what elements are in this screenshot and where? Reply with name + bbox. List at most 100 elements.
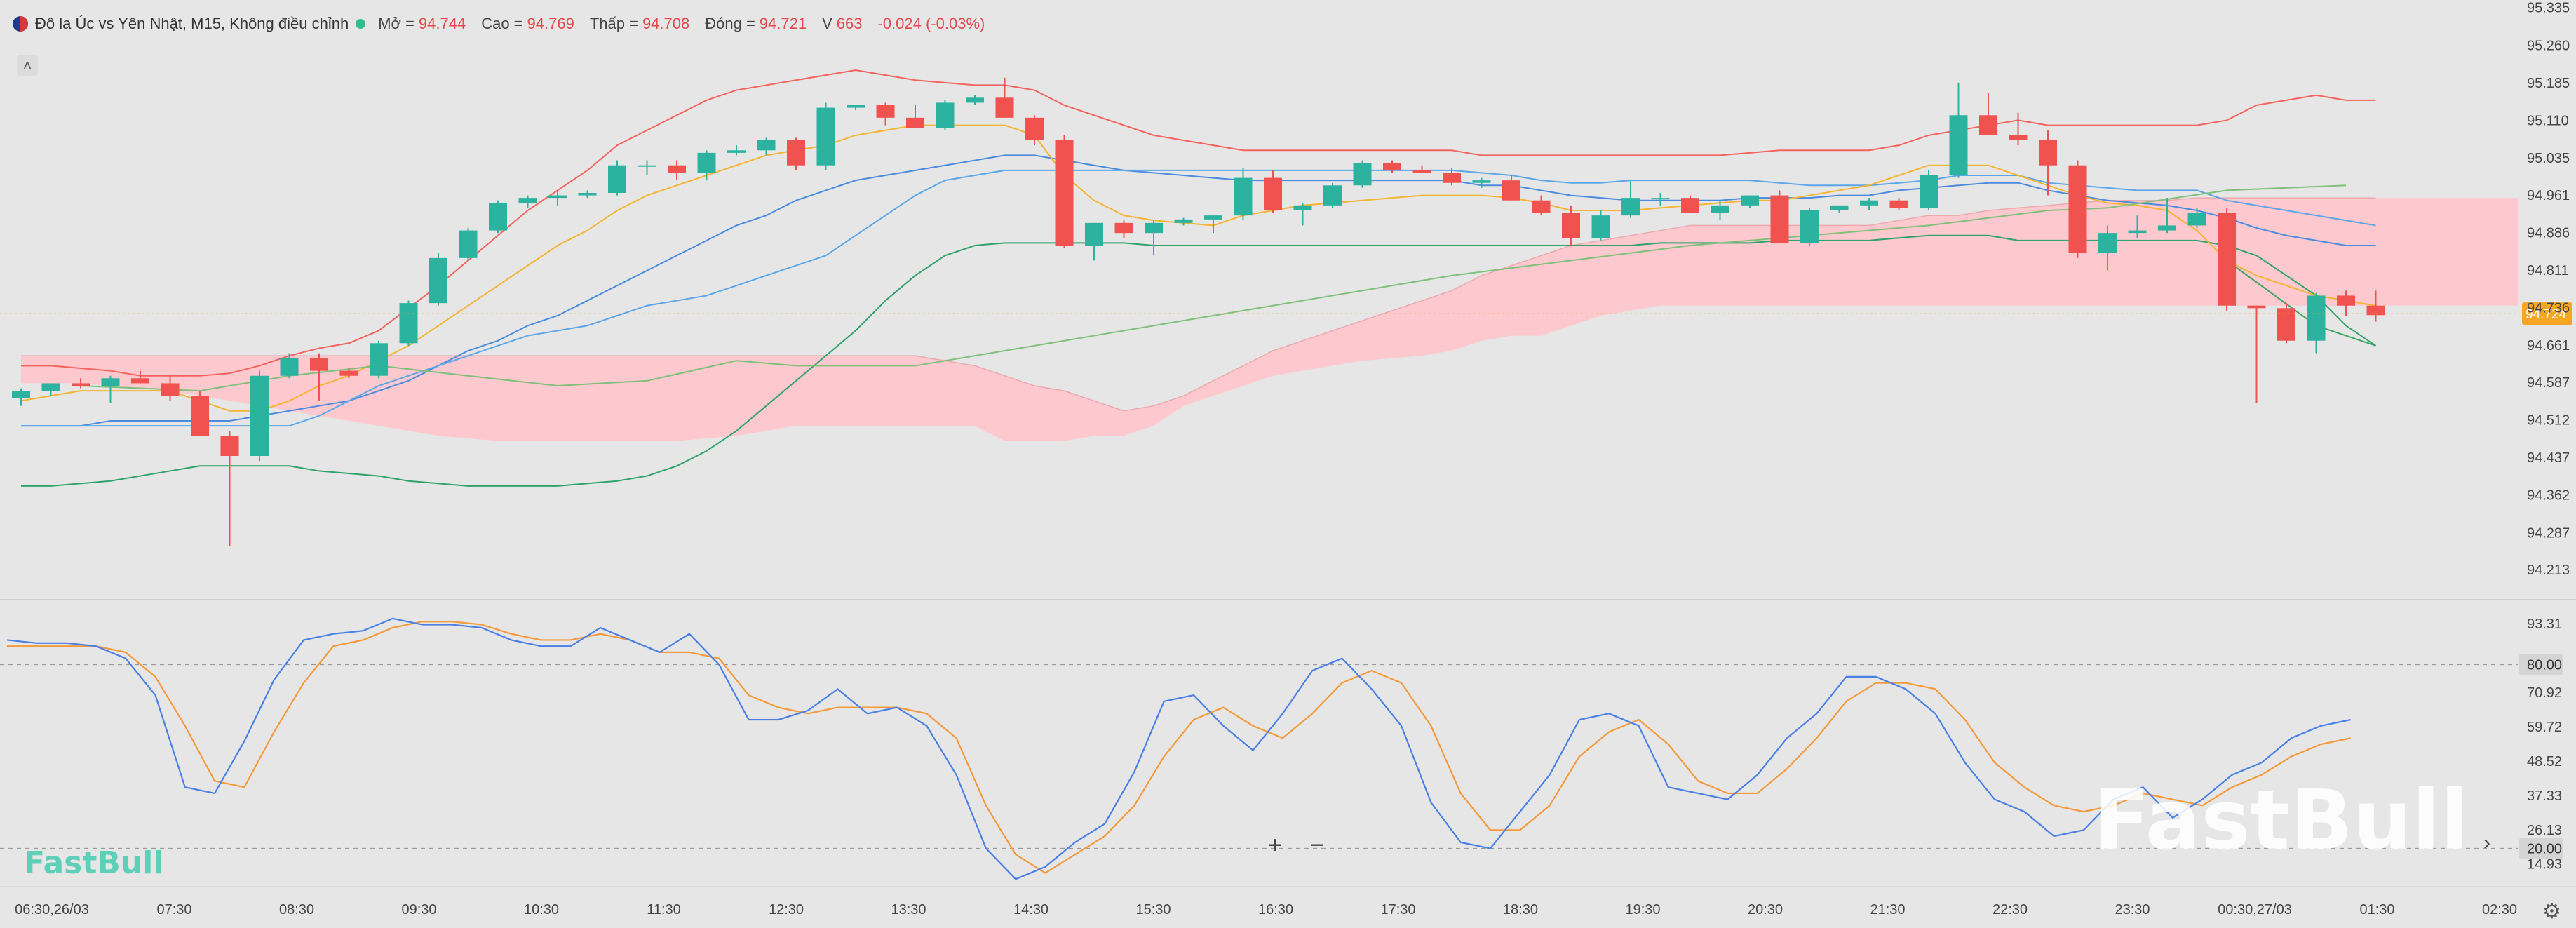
high-value: 94.769 [527, 15, 574, 32]
candle-body [310, 358, 328, 371]
oscillator-level-tag [2519, 654, 2563, 675]
collapse-legend-button[interactable]: ˄ [17, 55, 38, 76]
candle-body [518, 198, 537, 203]
candle-body [1532, 200, 1551, 213]
ichimoku-cloud [21, 198, 2376, 441]
candle-body [548, 195, 567, 199]
candle-body [1651, 198, 1670, 200]
candle-body [1681, 198, 1699, 213]
settings-gear-icon[interactable]: ⚙ [2542, 900, 2561, 923]
oscillator-level-tag [2519, 838, 2563, 859]
last-price-label: 94.724 [2526, 307, 2567, 322]
price-axis-tick: 95.110 [2527, 113, 2569, 128]
candle-body [578, 193, 597, 196]
oscillator-axis-tick: 37.33 [2527, 788, 2562, 804]
candle-body [608, 165, 626, 193]
zoom-out-button[interactable]: − [1310, 832, 1324, 859]
high-label: Cao = [481, 15, 523, 32]
time-axis-tick: 20:30 [1748, 902, 1783, 917]
candle-body [489, 203, 507, 231]
candle-body [1711, 205, 1729, 213]
zoom-in-button[interactable]: + [1268, 832, 1282, 859]
candle-body [2009, 135, 2028, 140]
candle-body [1562, 213, 1580, 238]
ichimoku-cloud-extension [2375, 198, 2518, 306]
candle-body [370, 343, 388, 376]
candle-body [2187, 213, 2206, 226]
candle-body [668, 165, 686, 173]
candle-body [1502, 180, 1520, 201]
time-axis-tick: 12:30 [769, 902, 804, 917]
cloud-edge-top [21, 197, 2376, 412]
candle-body [1085, 222, 1103, 246]
candle-body [72, 383, 90, 386]
candle-body [1830, 205, 1849, 210]
candle-body [131, 378, 149, 384]
chevron-right-icon: › [2483, 831, 2490, 854]
time-axis-tick: 21:30 [1870, 902, 1905, 917]
candle-body [1383, 163, 1401, 170]
candle-body [847, 105, 865, 108]
candle-body [2307, 295, 2326, 341]
chevron-up-icon: ˄ [22, 57, 32, 74]
candle-body [1741, 195, 1759, 206]
candle-body [1055, 140, 1074, 246]
stochastic-d-line [7, 621, 2351, 874]
time-axis-tick: 10:30 [524, 902, 559, 917]
price-axis-tick: 94.736 [2527, 301, 2570, 316]
volume-value: 663 [836, 15, 863, 32]
candle-body [1889, 200, 1908, 208]
price-axis-tick: 95.035 [2527, 151, 2570, 166]
price-axis-tick: 94.961 [2527, 188, 2570, 203]
price-axis-tick: 94.362 [2527, 488, 2570, 504]
price-axis-tick: 94.512 [2527, 413, 2570, 429]
oscillator-axis-tick: 70.92 [2527, 685, 2562, 701]
time-axis-tick: 06:30,26/03 [15, 902, 89, 917]
candle-body [1920, 175, 1938, 208]
candle-body [280, 358, 299, 376]
candle-body [995, 97, 1014, 118]
oscillator-axis-tick: 26.13 [2527, 823, 2562, 838]
candle-body [1979, 115, 1997, 135]
time-axis-tick: 18:30 [1503, 902, 1538, 917]
candle-body [1234, 177, 1253, 216]
price-axis-tick: 94.287 [2527, 525, 2570, 541]
candle-body [161, 383, 180, 396]
scroll-right-button[interactable]: › [2474, 831, 2500, 856]
price-axis-tick: 94.886 [2527, 225, 2570, 241]
candle-body [787, 140, 805, 166]
fastbull-corner-logo: FastBull [24, 845, 164, 881]
time-axis-tick: 09:30 [401, 902, 436, 917]
candle-body [12, 391, 30, 398]
oscillator-axis-tick: 14.93 [2527, 857, 2562, 873]
candle-body [2366, 305, 2385, 316]
candle-body [1412, 170, 1431, 173]
time-axis-tick: 07:30 [156, 902, 191, 917]
candle-body [2068, 165, 2087, 253]
stochastic-k-line [6, 617, 2351, 880]
candle-body [399, 303, 418, 344]
time-axis-tick: 16:30 [1258, 902, 1293, 917]
candle-body [1472, 180, 1491, 183]
time-axis-tick: 11:30 [647, 902, 681, 917]
time-axis-tick: 23:30 [2115, 902, 2150, 917]
candle-body [966, 97, 984, 103]
open-label: Mở = [378, 15, 414, 32]
candle-body [1621, 198, 1640, 216]
price-axis-tick: 94.437 [2527, 450, 2570, 466]
last-price-tag [2522, 302, 2572, 325]
time-axis-tick: 00:30,27/03 [2218, 902, 2292, 917]
currency-flag-icon [13, 16, 28, 32]
candle-body [1860, 200, 1878, 206]
time-axis-tick: 13:30 [891, 902, 926, 917]
candle-body [41, 383, 60, 391]
time-axis-tick: 02:30 [2482, 902, 2517, 917]
change-value: -0.024 (-0.03%) [877, 15, 985, 32]
candle-body [638, 165, 656, 167]
candle-body [936, 102, 955, 128]
bollinger-mid-line [21, 154, 2376, 427]
price-axis-tick: 95.185 [2527, 76, 2570, 91]
candle-body [1443, 173, 1461, 183]
time-axis-tick: 22:30 [1992, 902, 2028, 917]
